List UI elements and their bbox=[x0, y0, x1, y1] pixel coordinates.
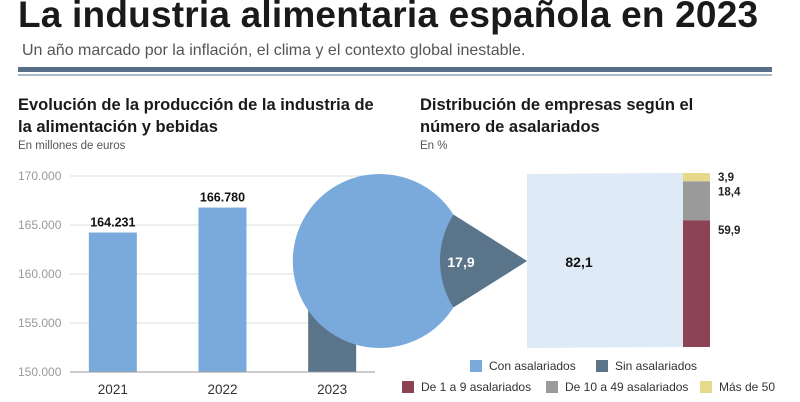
bar-xtick-label: 2021 bbox=[98, 382, 128, 397]
pie-slice-con-asalariados bbox=[292, 174, 527, 349]
legend-mas-50: Más de 50 bbox=[700, 380, 775, 394]
bar-ytick-label: 165.000 bbox=[18, 218, 62, 232]
legend-label-10-49: De 10 a 49 asalariados bbox=[565, 380, 689, 394]
header-rule-thick bbox=[18, 67, 772, 72]
pie-chart-subtitle: En % bbox=[420, 140, 448, 152]
legend-swatch-mas-50 bbox=[700, 381, 712, 393]
pie-label-con: 82,1 bbox=[565, 254, 592, 270]
bar-ytick-label: 150.000 bbox=[18, 365, 62, 379]
pie-label-sin: 17,9 bbox=[447, 254, 474, 270]
pie-connector-band bbox=[527, 173, 683, 348]
legend-swatch-sin bbox=[596, 360, 608, 372]
stack-segment-10-49-label: 18,4 bbox=[718, 186, 741, 198]
stack-segment-1-9 bbox=[683, 220, 710, 347]
legend-swatch-1-9 bbox=[402, 381, 414, 393]
page-subtitle: Un año marcado por la inflación, el clim… bbox=[22, 42, 526, 59]
stack-segment-1-9-label: 59,9 bbox=[718, 225, 740, 237]
page-title: La industria alimentaria española en 202… bbox=[18, 0, 759, 35]
legend-sin-asalariados: Sin asalariados bbox=[596, 359, 697, 373]
legend-10-49: De 10 a 49 asalariados bbox=[546, 380, 688, 394]
legend-con-asalariados: Con asalariados bbox=[470, 359, 576, 373]
bar-xtick-label: 2022 bbox=[207, 382, 237, 397]
legend-swatch-10-49 bbox=[546, 381, 558, 393]
header-rule-thin bbox=[18, 74, 772, 76]
bar-ytick-label: 170.000 bbox=[18, 169, 62, 183]
bar-value-label: 164.231 bbox=[90, 216, 135, 230]
stack-segment-mas-50 bbox=[683, 173, 710, 182]
bar-ytick-label: 160.000 bbox=[18, 267, 62, 281]
legend-label-con: Con asalariados bbox=[489, 359, 576, 373]
legend-1-9: De 1 a 9 asalariados bbox=[402, 380, 531, 394]
bar bbox=[198, 207, 247, 372]
bar-ytick-label: 155.000 bbox=[18, 316, 62, 330]
pie-slice-sin-asalariados bbox=[439, 214, 527, 308]
bar bbox=[88, 232, 137, 372]
bar-chart-title: Evolución de la producción de la industr… bbox=[18, 96, 374, 136]
stack-segment-mas-50-label: 3,9 bbox=[718, 172, 734, 184]
legend-label-1-9: De 1 a 9 asalariados bbox=[421, 380, 532, 394]
stack-segment-10-49 bbox=[683, 181, 710, 221]
bar-xtick-label: 2023 bbox=[317, 382, 347, 397]
bar-value-label: 166.780 bbox=[200, 191, 245, 205]
pie-chart-title: Distribución de empresas según el número… bbox=[420, 96, 694, 136]
bar-chart-subtitle: En millones de euros bbox=[18, 140, 126, 152]
legend-label-sin: Sin asalariados bbox=[615, 359, 698, 373]
legend-swatch-con bbox=[470, 360, 482, 372]
legend-label-mas-50: Más de 50 bbox=[719, 380, 776, 394]
